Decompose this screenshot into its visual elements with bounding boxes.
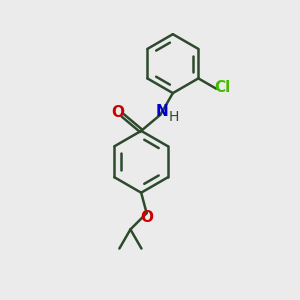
Text: H: H	[169, 110, 179, 124]
Text: O: O	[140, 210, 153, 225]
Text: Cl: Cl	[214, 80, 231, 95]
Text: O: O	[111, 106, 124, 121]
Text: N: N	[156, 104, 169, 119]
